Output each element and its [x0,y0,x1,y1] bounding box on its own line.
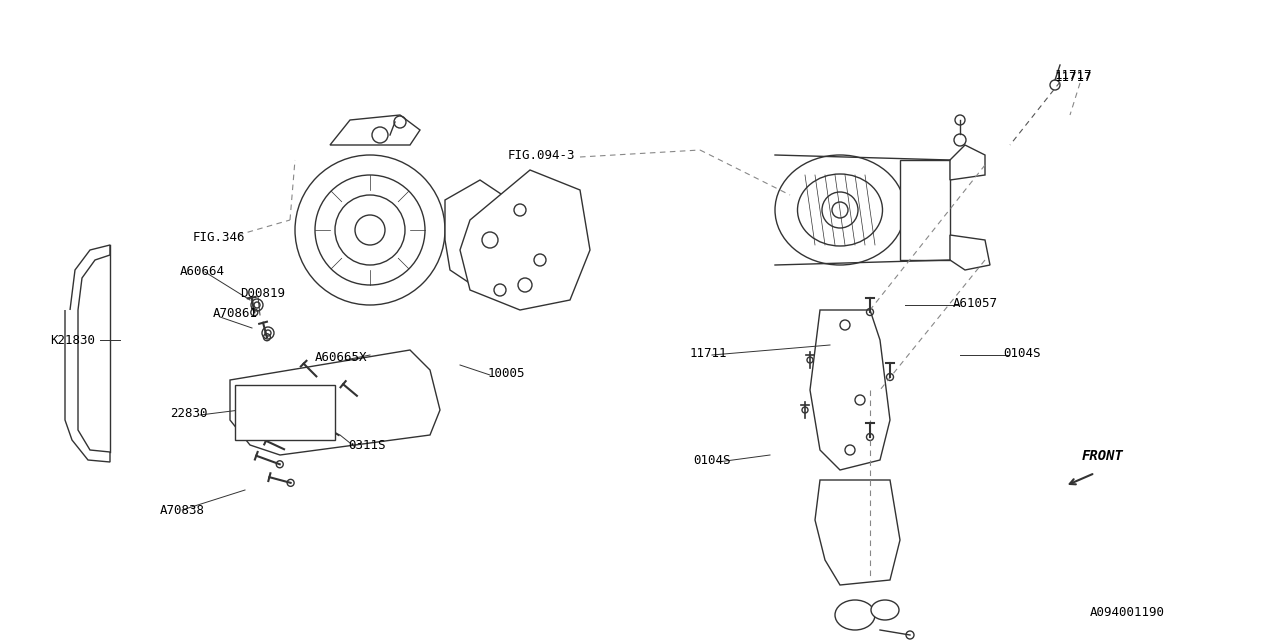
Polygon shape [810,310,890,470]
Text: A70838: A70838 [160,504,205,516]
Polygon shape [330,115,420,145]
Ellipse shape [870,600,899,620]
Text: 0104S: 0104S [1004,346,1041,360]
Polygon shape [815,480,900,585]
Text: 10005: 10005 [488,367,526,380]
Text: 22830: 22830 [170,406,207,419]
Polygon shape [230,350,440,455]
Text: 11717: 11717 [1055,70,1093,83]
Text: FRONT: FRONT [1082,449,1124,463]
Text: A70861: A70861 [212,307,259,319]
Text: A60665X: A60665X [315,351,367,364]
Text: FIG.094-3: FIG.094-3 [508,148,576,161]
Text: 0104S: 0104S [692,454,731,467]
Text: 0311S: 0311S [348,438,385,451]
Polygon shape [65,245,110,462]
Text: D00819: D00819 [241,287,285,300]
Polygon shape [950,145,986,180]
Text: FIG.346: FIG.346 [193,230,246,243]
Text: 11717: 11717 [1055,68,1093,81]
Text: 11711: 11711 [690,346,727,360]
Polygon shape [460,170,590,310]
Text: A61057: A61057 [954,296,998,310]
Bar [236,385,335,440]
Bar [900,160,950,260]
Polygon shape [445,180,520,290]
Ellipse shape [774,155,905,265]
Text: A094001190: A094001190 [1091,605,1165,618]
Ellipse shape [835,600,876,630]
Text: A60664: A60664 [180,264,225,278]
Text: K21830: K21830 [50,333,95,346]
Ellipse shape [797,174,882,246]
Polygon shape [950,235,989,270]
